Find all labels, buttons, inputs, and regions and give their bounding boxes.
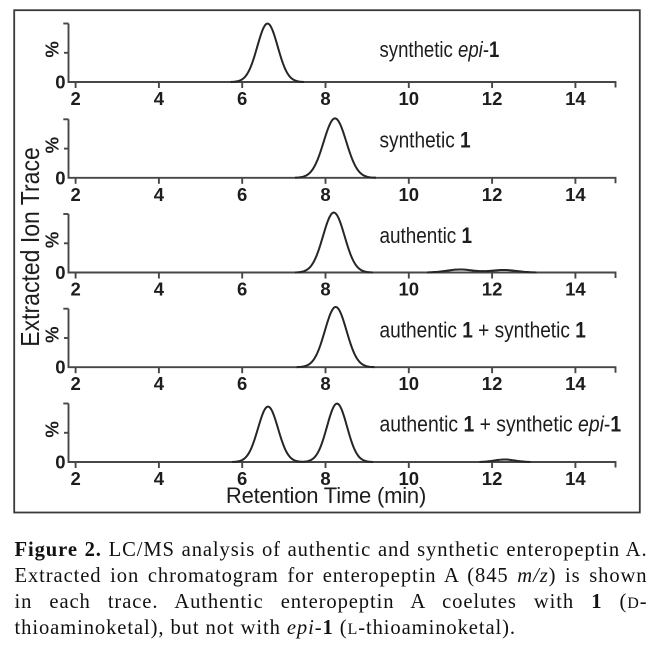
svg-text:8: 8 — [320, 279, 330, 300]
svg-text:6: 6 — [237, 184, 247, 205]
svg-text:6: 6 — [237, 279, 247, 300]
svg-text:12: 12 — [482, 184, 503, 205]
svg-text:12: 12 — [482, 88, 503, 109]
svg-text:2: 2 — [70, 88, 80, 109]
svg-text:4: 4 — [154, 373, 165, 394]
svg-text:8: 8 — [320, 468, 330, 489]
svg-text:14: 14 — [565, 184, 586, 205]
svg-text:10: 10 — [399, 184, 420, 205]
svg-text:10: 10 — [399, 468, 420, 489]
svg-text:10: 10 — [399, 373, 420, 394]
svg-text:%: % — [42, 41, 63, 57]
svg-text:%: % — [42, 421, 63, 437]
svg-text:10: 10 — [399, 88, 420, 109]
svg-text:4: 4 — [154, 88, 165, 109]
svg-text:6: 6 — [237, 468, 247, 489]
svg-text:14: 14 — [565, 373, 586, 394]
svg-text:synthetic epi-1: synthetic epi-1 — [380, 39, 500, 63]
svg-text:4: 4 — [154, 468, 165, 489]
svg-text:Retention Time (min): Retention Time (min) — [226, 483, 426, 508]
svg-text:12: 12 — [482, 373, 503, 394]
svg-text:authentic 1: authentic 1 — [380, 223, 473, 248]
svg-text:%: % — [42, 326, 63, 342]
svg-text:8: 8 — [320, 88, 330, 109]
svg-text:14: 14 — [565, 88, 586, 109]
svg-text:0: 0 — [55, 167, 65, 188]
svg-text:14: 14 — [565, 279, 586, 300]
svg-text:8: 8 — [320, 184, 330, 205]
svg-text:2: 2 — [70, 373, 80, 394]
svg-text:Extracted Ion Trace: Extracted Ion Trace — [17, 147, 46, 346]
svg-text:authentic 1 + synthetic 1: authentic 1 + synthetic 1 — [380, 318, 586, 343]
svg-text:14: 14 — [565, 468, 586, 489]
svg-text:%: % — [42, 137, 63, 153]
svg-text:6: 6 — [237, 373, 247, 394]
svg-text:0: 0 — [55, 452, 65, 473]
svg-text:10: 10 — [399, 279, 420, 300]
svg-text:6: 6 — [237, 88, 247, 109]
svg-text:synthetic 1: synthetic 1 — [380, 128, 471, 153]
svg-text:12: 12 — [482, 468, 503, 489]
svg-text:%: % — [42, 232, 63, 248]
svg-text:8: 8 — [320, 373, 330, 394]
svg-text:0: 0 — [55, 357, 65, 378]
svg-text:2: 2 — [70, 184, 80, 205]
svg-text:0: 0 — [55, 262, 65, 283]
svg-text:0: 0 — [55, 72, 65, 93]
svg-text:4: 4 — [154, 184, 165, 205]
svg-text:authentic 1 + synthetic epi-1: authentic 1 + synthetic epi-1 — [380, 412, 622, 436]
svg-text:4: 4 — [154, 279, 165, 300]
svg-text:2: 2 — [70, 468, 80, 489]
svg-text:2: 2 — [70, 279, 80, 300]
svg-text:12: 12 — [482, 279, 503, 300]
